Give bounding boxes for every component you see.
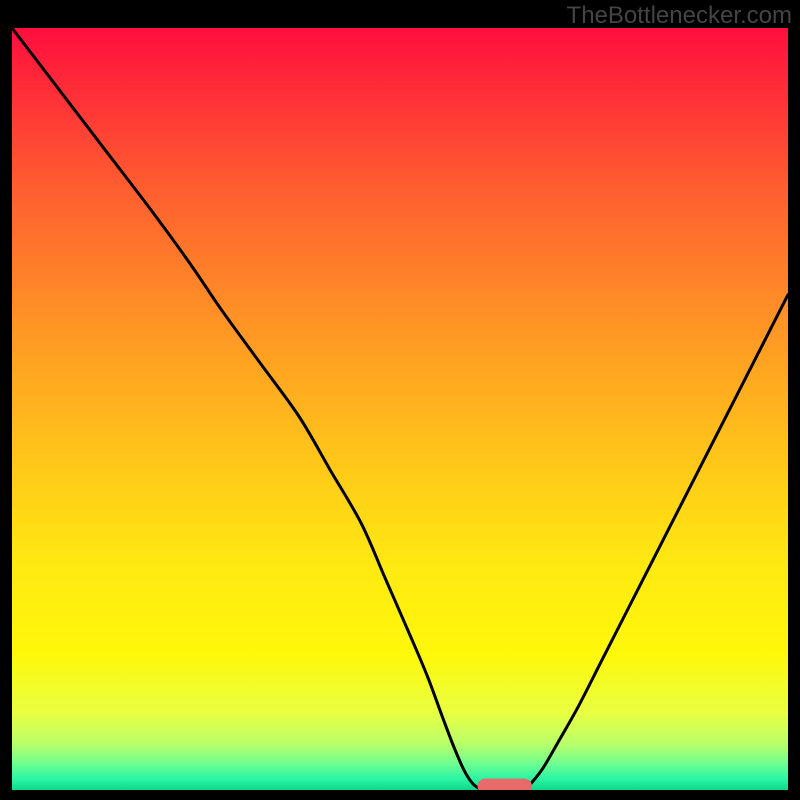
- right-curve-path: [524, 295, 788, 790]
- curve-layer: [12, 28, 788, 790]
- left-curve-path: [12, 28, 481, 790]
- bottleneck-marker: [478, 779, 532, 790]
- chart-area: [12, 28, 788, 790]
- watermark-text: TheBottlenecker.com: [567, 2, 792, 30]
